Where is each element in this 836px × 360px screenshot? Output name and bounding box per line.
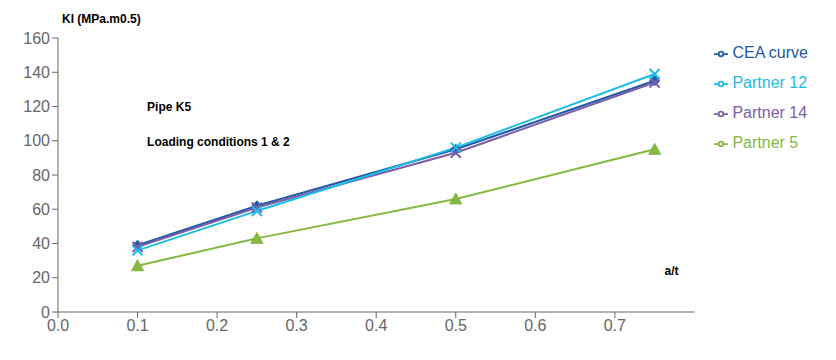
svg-text:80: 80 bbox=[32, 167, 50, 184]
svg-text:120: 120 bbox=[23, 98, 50, 115]
svg-text:0: 0 bbox=[41, 304, 50, 321]
svg-text:100: 100 bbox=[23, 132, 50, 149]
html-text:Partner 12: Partner 12 bbox=[732, 74, 808, 91]
svg-text:0.2: 0.2 bbox=[206, 317, 228, 334]
svg-text:0.3: 0.3 bbox=[286, 317, 308, 334]
svg-text:0.6: 0.6 bbox=[524, 317, 546, 334]
svg-text:0.4: 0.4 bbox=[365, 317, 387, 334]
svg-text:0.7: 0.7 bbox=[604, 317, 626, 334]
svg-text:140: 140 bbox=[23, 64, 50, 81]
svg-text:0.5: 0.5 bbox=[445, 317, 467, 334]
svg-text:0.0: 0.0 bbox=[47, 317, 69, 334]
svg-text:160: 160 bbox=[23, 30, 50, 47]
svg-text:60: 60 bbox=[32, 201, 50, 218]
html-text:CEA curve: CEA curve bbox=[732, 44, 808, 61]
svg-text:20: 20 bbox=[32, 269, 50, 286]
svg-text:Pipe K5: Pipe K5 bbox=[147, 100, 191, 114]
svg-text:0.1: 0.1 bbox=[126, 317, 148, 334]
html-text:KI (MPa.m0.5): KI (MPa.m0.5) bbox=[62, 12, 141, 26]
svg-text:40: 40 bbox=[32, 235, 50, 252]
svg-text:a/t: a/t bbox=[664, 264, 678, 278]
html-text:Partner 5: Partner 5 bbox=[732, 134, 799, 151]
svg-text:Loading conditions 1 & 2: Loading conditions 1 & 2 bbox=[147, 135, 290, 149]
html-text:Partner 14: Partner 14 bbox=[732, 104, 808, 121]
